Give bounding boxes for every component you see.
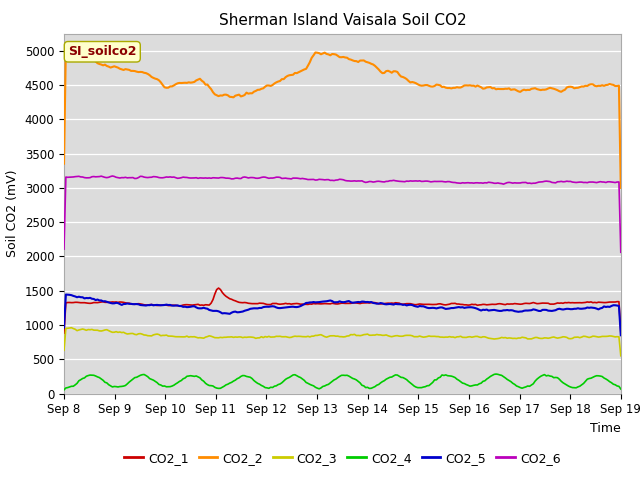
Y-axis label: Soil CO2 (mV): Soil CO2 (mV)	[6, 170, 19, 257]
X-axis label: Time: Time	[590, 422, 621, 435]
Text: SI_soilco2: SI_soilco2	[68, 45, 136, 58]
Legend: CO2_1, CO2_2, CO2_3, CO2_4, CO2_5, CO2_6: CO2_1, CO2_2, CO2_3, CO2_4, CO2_5, CO2_6	[119, 447, 566, 469]
Title: Sherman Island Vaisala Soil CO2: Sherman Island Vaisala Soil CO2	[219, 13, 466, 28]
